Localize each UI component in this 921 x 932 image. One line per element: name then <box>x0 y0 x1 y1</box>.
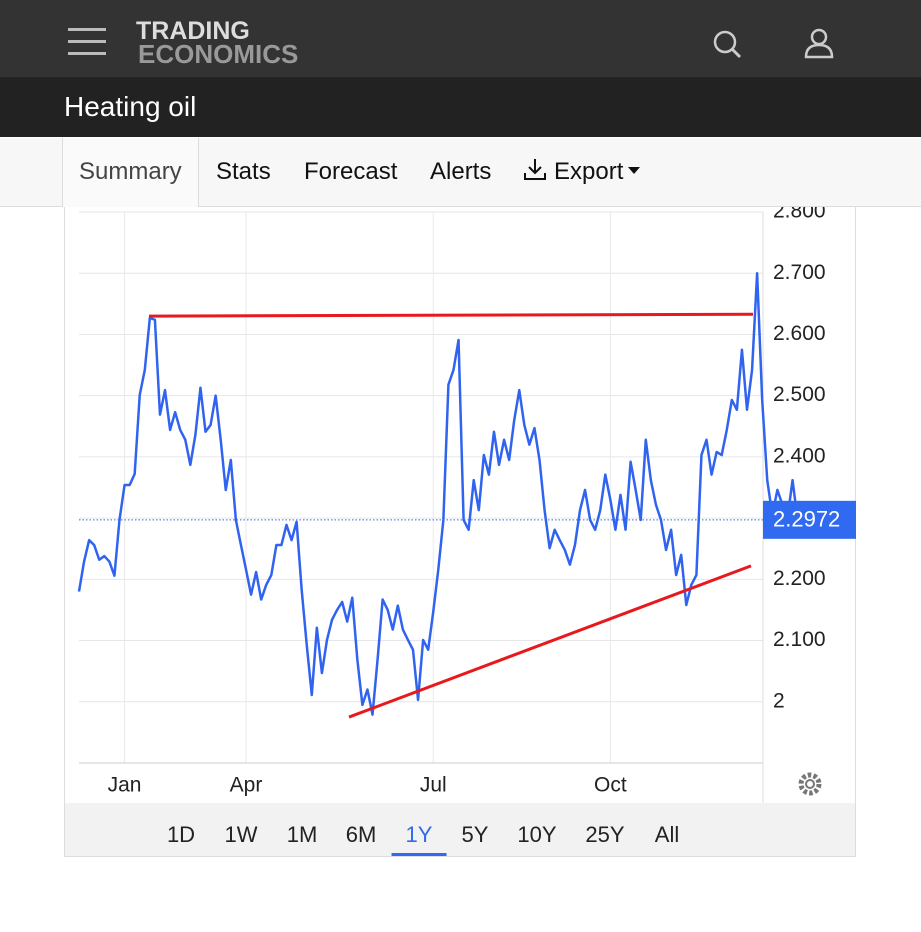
last-value-badge <box>763 500 856 539</box>
x-tick-label: Apr <box>230 774 263 797</box>
range-button[interactable]: 10Y <box>517 822 557 847</box>
trend-line <box>148 312 754 318</box>
logo-bottom[interactable]: ECONOMICS <box>138 39 299 69</box>
tab[interactable]: Forecast <box>288 138 413 206</box>
tab-label: Alerts <box>430 158 492 185</box>
tab-label: Forecast <box>304 158 398 185</box>
tab[interactable]: Alerts <box>414 138 507 206</box>
tab[interactable]: Summary <box>62 138 199 207</box>
x-tick-label: Jan <box>108 774 142 797</box>
range-button[interactable]: 25Y <box>585 822 625 847</box>
chart: 22.1002.2002.3002.4002.5002.6002.7002.80… <box>77 207 856 803</box>
gear-hole <box>805 779 815 789</box>
x-tick-label: Oct <box>594 774 627 797</box>
y-tick-label: 2.600 <box>773 322 826 345</box>
range-button[interactable]: 5Y <box>461 822 489 847</box>
top-bar: TRADING ECONOMICS <box>0 0 921 77</box>
range-button[interactable]: All <box>654 822 680 847</box>
tab-label: Stats <box>216 158 271 185</box>
y-tick-label: 2.200 <box>773 567 826 590</box>
y-tick-label: 2.500 <box>773 383 826 406</box>
range-button[interactable]: 1D <box>166 822 196 847</box>
last-value-label: 2.2972 <box>773 507 840 532</box>
tab-label: Summary <box>79 158 182 185</box>
page-title: Heating oil <box>64 91 197 122</box>
y-tick-label: 2.700 <box>773 261 826 284</box>
user-button[interactable] <box>802 26 836 60</box>
range-button[interactable]: 1W <box>224 822 258 847</box>
logo-top[interactable]: TRADING <box>136 17 250 45</box>
range-bar: 1D 1W 1M 6M 1Y 5Y 10Y 25Y All <box>65 803 855 856</box>
menu-button[interactable] <box>66 26 108 58</box>
y-tick-label: 2 <box>773 689 785 712</box>
tab[interactable]: Stats <box>200 138 287 206</box>
tab-bar: Summary Stats Forecast Alerts Export <box>0 138 921 207</box>
trend-line <box>348 564 752 719</box>
range-button[interactable]: 1M <box>286 822 318 847</box>
gear <box>798 772 822 796</box>
tab-label: Export <box>554 158 624 185</box>
chart-panel: 22.1002.2002.3002.4002.5002.6002.7002.80… <box>64 207 856 857</box>
tab[interactable]: Export <box>506 138 657 206</box>
range-button[interactable]: 1Y <box>391 803 447 856</box>
x-tick-label: Jul <box>420 774 447 797</box>
y-tick-label: 2.800 <box>773 207 826 223</box>
settings-button[interactable] <box>798 772 822 796</box>
search-button[interactable] <box>710 28 744 62</box>
title-bar: Heating oil <box>0 77 921 137</box>
range-button[interactable]: 6M <box>345 822 377 847</box>
price-line <box>77 271 799 716</box>
y-tick-label: 2.100 <box>773 628 826 651</box>
caret <box>628 167 641 174</box>
download-icon <box>524 159 546 180</box>
y-tick-label: 2.400 <box>773 444 826 467</box>
